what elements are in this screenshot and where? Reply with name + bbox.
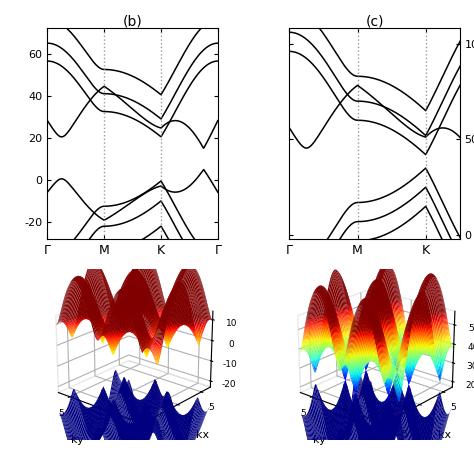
X-axis label: ky: ky bbox=[313, 435, 326, 445]
X-axis label: ky: ky bbox=[71, 435, 84, 445]
Title: (c): (c) bbox=[365, 14, 384, 28]
Y-axis label: kx: kx bbox=[196, 430, 209, 440]
Title: (b): (b) bbox=[123, 14, 143, 28]
Y-axis label: kx: kx bbox=[438, 430, 451, 440]
